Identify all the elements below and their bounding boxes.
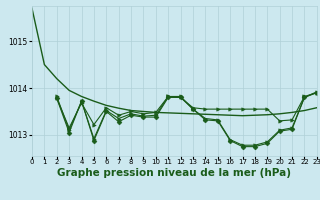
X-axis label: Graphe pression niveau de la mer (hPa): Graphe pression niveau de la mer (hPa): [57, 168, 292, 178]
